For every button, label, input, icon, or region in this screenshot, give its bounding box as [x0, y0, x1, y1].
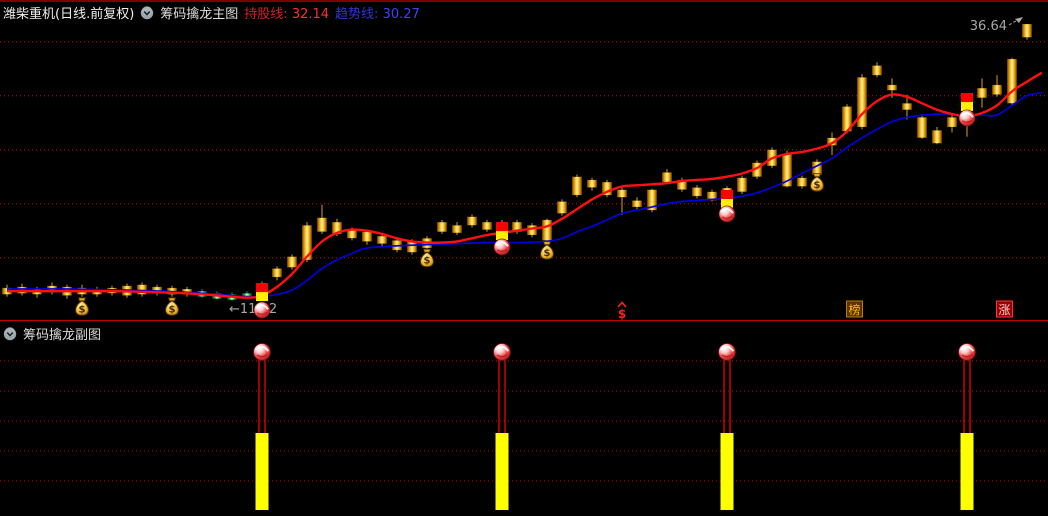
signal-event: [493, 343, 511, 510]
candle: [706, 191, 718, 201]
signal-bar: [495, 433, 509, 510]
candle: [451, 225, 463, 234]
sell-signal-marker: [493, 222, 511, 256]
sell-ball-icon: [493, 238, 511, 256]
sell-ball-icon: [958, 343, 976, 361]
candle: [436, 221, 448, 233]
candle: [406, 241, 418, 253]
svg-text:涨: 涨: [998, 302, 1010, 317]
candle: [301, 225, 313, 261]
svg-text:$: $: [424, 256, 431, 267]
sub-grid: [0, 360, 1048, 482]
candle: [691, 187, 703, 197]
signal-event: [718, 343, 736, 510]
sell-ball-icon: [958, 109, 976, 127]
main-indicator-title[interactable]: 筹码擒龙主图: [160, 7, 239, 22]
candle: [931, 130, 943, 144]
candle: [856, 77, 868, 128]
money-bag-icon: $: [809, 173, 825, 192]
signal-bar: [960, 433, 974, 510]
candle: [646, 189, 658, 211]
chevron-down-icon[interactable]: [3, 326, 17, 341]
svg-text:榜: 榜: [848, 302, 860, 317]
candle: [376, 235, 388, 244]
sell-ball-icon: [718, 205, 736, 223]
sell-signal-marker: [958, 93, 976, 127]
candle: [616, 189, 628, 198]
main-chart-header: 潍柴重机(日线.前复权) 筹码擒龙主图 持股线: 32.14 趋势线: 30.2…: [3, 3, 420, 22]
signal-event: [958, 343, 976, 510]
candle: [466, 216, 478, 226]
money-bag-icon: $: [539, 241, 555, 260]
candle: [541, 219, 553, 241]
bang-tag-marker: 榜: [846, 300, 863, 318]
panel-divider[interactable]: [0, 320, 1048, 321]
candle: [826, 137, 838, 146]
svg-text:$: $: [169, 304, 176, 315]
candle: [631, 200, 643, 208]
signal-bar: [720, 433, 734, 510]
candle: [286, 256, 298, 268]
candle: [661, 172, 673, 183]
chevron-down-icon[interactable]: [140, 5, 154, 20]
hold-line-value: 32.14: [291, 7, 330, 22]
candle: [946, 117, 958, 128]
svg-text:36.64: 36.64: [970, 19, 1007, 34]
svg-text:$: $: [618, 307, 626, 320]
sub-chart-canvas[interactable]: [0, 322, 1048, 516]
svg-text:$: $: [814, 180, 821, 191]
sell-ball-icon: [718, 343, 736, 361]
signal-event: [253, 343, 271, 510]
candle: [586, 179, 598, 188]
sell-signal-marker: [253, 283, 271, 319]
sell-ball-icon: [493, 343, 511, 361]
candle: [1006, 58, 1018, 104]
money-bag-icon: $: [164, 297, 180, 316]
svg-text:$: $: [544, 248, 551, 259]
main-grid: [0, 41, 1048, 259]
candle: [796, 177, 808, 187]
candle: [991, 84, 1003, 95]
hold-line-label: 持股线:: [244, 7, 288, 22]
candle: [901, 103, 913, 111]
candle: [1021, 23, 1033, 38]
sub-indicator-title[interactable]: 筹码擒龙副图: [23, 328, 102, 343]
money-bag-icon: $: [74, 297, 90, 316]
candle: [316, 217, 328, 232]
trend-line-value: 30.27: [382, 7, 420, 22]
money-bag-icon: $: [419, 248, 435, 268]
main-chart-canvas[interactable]: ←11.22$ $$$$36.64$ 榜涨: [0, 0, 1048, 320]
candle: [916, 117, 928, 139]
zhang-tag-marker: 涨: [996, 300, 1013, 318]
hold-line: [6, 71, 1043, 299]
sell-ball-icon: [253, 301, 271, 319]
top-panel-border: [0, 0, 1048, 2]
candle: [556, 201, 568, 214]
trend-line-label: 趋势线:: [335, 7, 379, 22]
sell-ball-icon: [253, 343, 271, 361]
dollar-signal-marker: $: [617, 301, 627, 320]
candle: [271, 268, 283, 278]
svg-text:$: $: [79, 304, 86, 315]
candle: [871, 65, 883, 76]
signal-bar: [255, 433, 269, 510]
candle: [361, 231, 373, 242]
candle: [976, 87, 988, 99]
sub-chart-header: 筹码擒龙副图: [3, 324, 101, 343]
candles: [1, 23, 1033, 301]
stock-title: 潍柴重机(日线.前复权): [3, 7, 135, 22]
sell-signal-marker: [718, 190, 736, 223]
trend-line: [6, 91, 1043, 298]
candle: [886, 84, 898, 91]
candle: [481, 221, 493, 230]
candle: [571, 176, 583, 196]
candle: [736, 177, 748, 193]
last-price-annotation: 36.64: [970, 17, 1023, 34]
